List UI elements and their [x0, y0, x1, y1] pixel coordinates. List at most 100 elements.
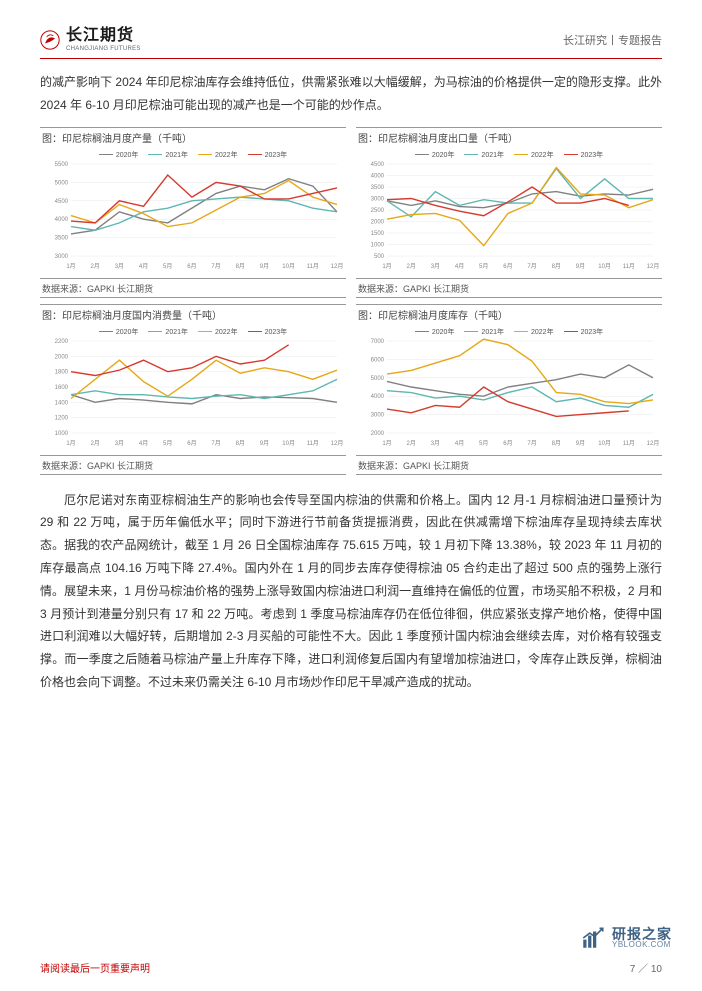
svg-text:6月: 6月 — [187, 263, 196, 270]
footer-disclaimer: 请阅读最后一页重要声明 — [40, 960, 150, 975]
svg-text:10月: 10月 — [598, 263, 611, 270]
svg-text:3500: 3500 — [371, 185, 385, 191]
chart-consumption: 图：印尼棕榈油月度国内消费量（千吨） 2020年2021年2022年2023年 … — [40, 304, 346, 475]
svg-text:5000: 5000 — [55, 180, 69, 186]
legend-item: 2023年 — [564, 327, 604, 337]
svg-text:6月: 6月 — [503, 263, 512, 270]
chart-export: 图：印尼棕榈油月度出口量（千吨） 2020年2021年2022年2023年 50… — [356, 127, 662, 298]
svg-text:5月: 5月 — [163, 263, 172, 270]
legend-item: 2020年 — [99, 150, 139, 160]
chart-source: 数据来源：GAPKI 长江期货 — [356, 455, 662, 475]
svg-text:10月: 10月 — [282, 440, 295, 447]
svg-text:11月: 11月 — [623, 440, 635, 447]
svg-text:4000: 4000 — [371, 173, 385, 179]
svg-text:2000: 2000 — [371, 219, 385, 225]
chart-source: 数据来源：GAPKI 长江期货 — [356, 278, 662, 298]
svg-text:3月: 3月 — [431, 263, 440, 270]
chart-title: 图：印尼棕榈油月度出口量（千吨） — [356, 127, 662, 148]
svg-text:8月: 8月 — [236, 263, 245, 270]
svg-text:2200: 2200 — [55, 339, 69, 345]
legend-item: 2022年 — [198, 150, 238, 160]
legend-item: 2020年 — [415, 150, 455, 160]
page-footer: 请阅读最后一页重要声明 7 ／ 10 — [40, 960, 662, 975]
svg-text:4月: 4月 — [139, 440, 148, 447]
watermark-icon — [580, 925, 606, 951]
logo: 长江期货 CHANGJIANG FUTURES — [40, 28, 141, 52]
svg-text:7月: 7月 — [527, 263, 536, 270]
svg-text:3月: 3月 — [115, 440, 124, 447]
svg-text:2500: 2500 — [371, 208, 385, 214]
svg-text:3月: 3月 — [115, 263, 124, 270]
chart-source: 数据来源：GAPKI 长江期货 — [40, 455, 346, 475]
chart-svg: 500100015002000250030003500400045001月2月3… — [356, 160, 662, 270]
svg-text:3月: 3月 — [431, 440, 440, 447]
svg-text:7月: 7月 — [527, 440, 536, 447]
svg-text:4000: 4000 — [55, 217, 69, 223]
svg-text:2000: 2000 — [371, 431, 385, 437]
svg-text:6月: 6月 — [503, 440, 512, 447]
chart-legend: 2020年2021年2022年2023年 — [356, 148, 662, 160]
svg-text:4月: 4月 — [455, 440, 464, 447]
chart-svg: 10001200140016001800200022001月2月3月4月5月6月… — [40, 337, 346, 447]
svg-text:1月: 1月 — [66, 263, 75, 270]
watermark: 研报之家 YBLOOK.COM — [580, 925, 672, 951]
svg-text:8月: 8月 — [552, 263, 561, 270]
intro-paragraph: 的减产影响下 2024 年印尼棕油库存会维持低位，供需紧张难以大幅缓解，为马棕油… — [40, 71, 662, 117]
logo-text-cn: 长江期货 — [66, 28, 141, 44]
svg-text:4月: 4月 — [139, 263, 148, 270]
chart-source: 数据来源：GAPKI 长江期货 — [40, 278, 346, 298]
svg-text:5月: 5月 — [163, 440, 172, 447]
svg-text:10月: 10月 — [282, 263, 295, 270]
logo-text-en: CHANGJIANG FUTURES — [66, 46, 141, 52]
svg-text:2000: 2000 — [55, 354, 69, 360]
svg-text:9月: 9月 — [260, 440, 269, 447]
page-number: 7 ／ 10 — [630, 960, 662, 975]
svg-text:8月: 8月 — [236, 440, 245, 447]
svg-text:2月: 2月 — [407, 263, 416, 270]
svg-text:1400: 1400 — [55, 400, 69, 406]
svg-text:9月: 9月 — [576, 440, 585, 447]
svg-text:5月: 5月 — [479, 440, 488, 447]
chart-production: 图：印尼棕榈油月度产量（千吨） 2020年2021年2022年2023年 300… — [40, 127, 346, 298]
svg-text:2月: 2月 — [91, 440, 100, 447]
svg-text:12月: 12月 — [647, 263, 660, 270]
svg-text:4月: 4月 — [455, 263, 464, 270]
main-paragraph: 厄尔尼诺对东南亚棕榈油生产的影响也会传导至国内棕油的供需和价格上。国内 12 月… — [40, 489, 662, 694]
svg-text:5月: 5月 — [479, 263, 488, 270]
svg-text:7000: 7000 — [371, 339, 385, 345]
chart-inventory: 图：印尼棕榈油月度库存（千吨） 2020年2021年2022年2023年 200… — [356, 304, 662, 475]
chart-title: 图：印尼棕榈油月度产量（千吨） — [40, 127, 346, 148]
header-right-text: 长江研究丨专题报告 — [563, 32, 662, 48]
svg-text:1月: 1月 — [382, 440, 391, 447]
watermark-cn: 研报之家 — [612, 927, 672, 941]
chart-title: 图：印尼棕榈油月度库存（千吨） — [356, 304, 662, 325]
legend-item: 2021年 — [464, 327, 504, 337]
svg-text:4500: 4500 — [55, 198, 69, 204]
svg-text:7月: 7月 — [211, 440, 220, 447]
svg-text:1800: 1800 — [55, 369, 69, 375]
watermark-en: YBLOOK.COM — [612, 941, 672, 949]
svg-text:1月: 1月 — [66, 440, 75, 447]
logo-icon — [40, 30, 60, 50]
svg-text:12月: 12月 — [331, 440, 344, 447]
svg-text:6000: 6000 — [371, 357, 385, 363]
svg-text:10月: 10月 — [598, 440, 611, 447]
svg-text:8月: 8月 — [552, 440, 561, 447]
svg-text:2月: 2月 — [91, 263, 100, 270]
legend-item: 2021年 — [148, 150, 188, 160]
svg-text:5500: 5500 — [55, 162, 69, 168]
svg-text:9月: 9月 — [576, 263, 585, 270]
legend-item: 2021年 — [464, 150, 504, 160]
chart-svg: 3000350040004500500055001月2月3月4月5月6月7月8月… — [40, 160, 346, 270]
chart-svg: 2000300040005000600070001月2月3月4月5月6月7月8月… — [356, 337, 662, 447]
svg-text:1000: 1000 — [371, 242, 385, 248]
svg-text:11月: 11月 — [307, 440, 319, 447]
svg-text:11月: 11月 — [623, 263, 635, 270]
legend-item: 2021年 — [148, 327, 188, 337]
legend-item: 2022年 — [514, 327, 554, 337]
svg-text:4000: 4000 — [371, 394, 385, 400]
svg-text:3000: 3000 — [371, 196, 385, 202]
svg-text:7月: 7月 — [211, 263, 220, 270]
chart-legend: 2020年2021年2022年2023年 — [40, 148, 346, 160]
legend-item: 2020年 — [99, 327, 139, 337]
